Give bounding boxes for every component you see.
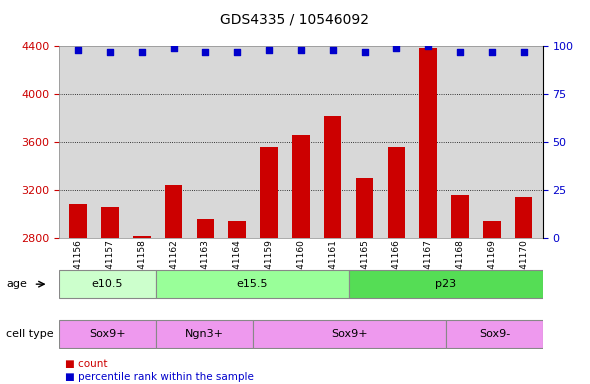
Point [424, 43, 433, 49]
Point [296, 47, 306, 53]
Bar [324, 116, 342, 238]
Point [519, 49, 529, 55]
Point [328, 47, 337, 53]
Text: age: age [6, 279, 27, 289]
Text: e10.5: e10.5 [91, 279, 123, 289]
Point [232, 49, 242, 55]
Bar [133, 236, 150, 238]
FancyBboxPatch shape [59, 270, 156, 298]
Bar [196, 219, 214, 238]
Bar [292, 135, 310, 238]
Text: ■ percentile rank within the sample: ■ percentile rank within the sample [65, 372, 254, 382]
Point [73, 47, 83, 53]
Bar [419, 48, 437, 238]
FancyBboxPatch shape [156, 270, 349, 298]
Text: GDS4335 / 10546092: GDS4335 / 10546092 [221, 13, 369, 27]
FancyBboxPatch shape [446, 320, 543, 348]
Point [360, 49, 369, 55]
Text: cell type: cell type [6, 329, 54, 339]
Bar [260, 147, 278, 238]
Point [169, 45, 178, 51]
Bar [101, 207, 119, 238]
Point [455, 49, 465, 55]
Text: p23: p23 [435, 279, 457, 289]
FancyBboxPatch shape [253, 320, 446, 348]
Point [105, 49, 114, 55]
Bar [388, 147, 405, 238]
Point [392, 45, 401, 51]
Point [264, 47, 274, 53]
FancyBboxPatch shape [349, 270, 543, 298]
Bar [356, 178, 373, 238]
Text: Ngn3+: Ngn3+ [185, 329, 224, 339]
Bar [483, 221, 501, 238]
Point [201, 49, 210, 55]
FancyBboxPatch shape [59, 320, 156, 348]
FancyBboxPatch shape [156, 320, 253, 348]
Bar [70, 204, 87, 238]
Point [487, 49, 497, 55]
Bar [451, 195, 469, 238]
Text: ■ count: ■ count [65, 359, 107, 369]
Text: e15.5: e15.5 [237, 279, 268, 289]
Bar [165, 185, 182, 238]
Bar [228, 221, 246, 238]
Point [137, 49, 146, 55]
Bar [515, 197, 532, 238]
Text: Sox9+: Sox9+ [331, 329, 368, 339]
Text: Sox9+: Sox9+ [89, 329, 126, 339]
Text: Sox9-: Sox9- [479, 329, 510, 339]
